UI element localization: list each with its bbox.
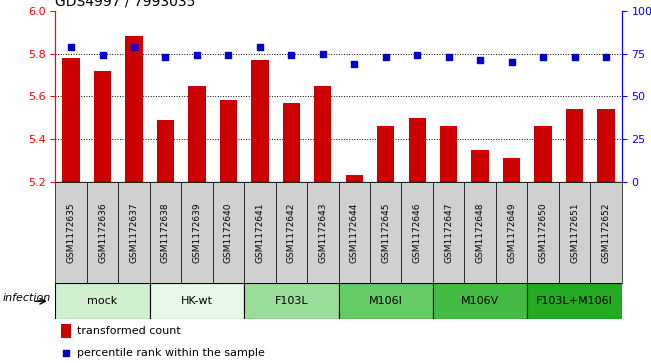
Point (97, 52, 107, 58)
Text: GDS4997 / 7993035: GDS4997 / 7993035 (55, 0, 196, 8)
Bar (220, 101, 237, 182)
Bar (339, 182, 370, 283)
Text: F103L+M106I: F103L+M106I (536, 296, 613, 306)
Bar (534, 126, 551, 182)
Bar (150, 283, 244, 319)
Text: infection: infection (3, 293, 51, 303)
Bar (188, 86, 206, 182)
Text: GSM1172650: GSM1172650 (538, 202, 547, 263)
Point (443, 54, 454, 60)
Bar (251, 60, 268, 182)
Bar (402, 182, 433, 283)
Bar (433, 182, 464, 283)
Text: percentile rank within the sample: percentile rank within the sample (77, 348, 265, 358)
Point (191, 52, 202, 58)
Point (349, 61, 359, 67)
Point (475, 57, 485, 63)
Bar (244, 283, 339, 319)
Bar (527, 182, 559, 283)
Bar (157, 120, 174, 182)
Text: GSM1172638: GSM1172638 (161, 202, 170, 263)
Bar (503, 158, 520, 182)
Bar (590, 182, 622, 283)
Text: GSM1172635: GSM1172635 (66, 202, 76, 263)
Bar (409, 118, 426, 182)
Bar (213, 182, 244, 283)
Point (66, 44, 76, 50)
Bar (283, 103, 300, 182)
Text: GSM1172645: GSM1172645 (381, 202, 390, 262)
Bar (440, 126, 457, 182)
Bar (94, 71, 111, 182)
Bar (62, 58, 79, 182)
Bar (181, 182, 213, 283)
Bar (55, 283, 150, 319)
Point (538, 54, 548, 60)
Bar (61, 324, 71, 338)
Bar (370, 182, 402, 283)
Point (318, 51, 328, 57)
Bar (527, 283, 622, 319)
Text: GSM1172637: GSM1172637 (130, 202, 139, 263)
Bar (339, 283, 433, 319)
Bar (150, 182, 181, 283)
Point (412, 52, 422, 58)
Bar (433, 283, 527, 319)
Text: GSM1172651: GSM1172651 (570, 202, 579, 263)
Bar (496, 182, 527, 283)
Text: GSM1172639: GSM1172639 (193, 202, 201, 263)
Text: mock: mock (87, 296, 118, 306)
Text: GSM1172646: GSM1172646 (413, 202, 422, 262)
Point (61, 351, 72, 356)
Bar (118, 182, 150, 283)
Text: GSM1172647: GSM1172647 (444, 202, 453, 262)
Point (380, 54, 391, 60)
Point (569, 54, 579, 60)
Bar (307, 182, 339, 283)
Bar (244, 182, 275, 283)
Text: GSM1172636: GSM1172636 (98, 202, 107, 263)
Text: GSM1172640: GSM1172640 (224, 202, 233, 262)
Bar (598, 109, 615, 182)
Text: GSM1172643: GSM1172643 (318, 202, 327, 262)
Point (160, 54, 171, 60)
Text: GSM1172652: GSM1172652 (602, 202, 611, 262)
Point (286, 52, 296, 58)
Point (255, 44, 265, 50)
Bar (87, 182, 118, 283)
Bar (566, 109, 583, 182)
Text: transformed count: transformed count (77, 326, 180, 336)
Bar (314, 86, 331, 182)
Bar (275, 182, 307, 283)
Text: F103L: F103L (275, 296, 308, 306)
Text: HK-wt: HK-wt (181, 296, 213, 306)
Text: M106V: M106V (461, 296, 499, 306)
Point (506, 59, 517, 65)
Text: M106I: M106I (368, 296, 403, 306)
Point (129, 44, 139, 50)
Bar (346, 175, 363, 182)
Text: GSM1172649: GSM1172649 (507, 202, 516, 262)
Point (601, 54, 611, 60)
Bar (55, 182, 87, 283)
Bar (126, 37, 143, 182)
Text: GSM1172648: GSM1172648 (476, 202, 484, 262)
Text: GSM1172644: GSM1172644 (350, 202, 359, 262)
Text: GSM1172641: GSM1172641 (255, 202, 264, 262)
Bar (464, 182, 496, 283)
Bar (471, 150, 489, 182)
Text: GSM1172642: GSM1172642 (287, 202, 296, 262)
Point (223, 52, 234, 58)
Bar (377, 126, 395, 182)
Bar (559, 182, 590, 283)
